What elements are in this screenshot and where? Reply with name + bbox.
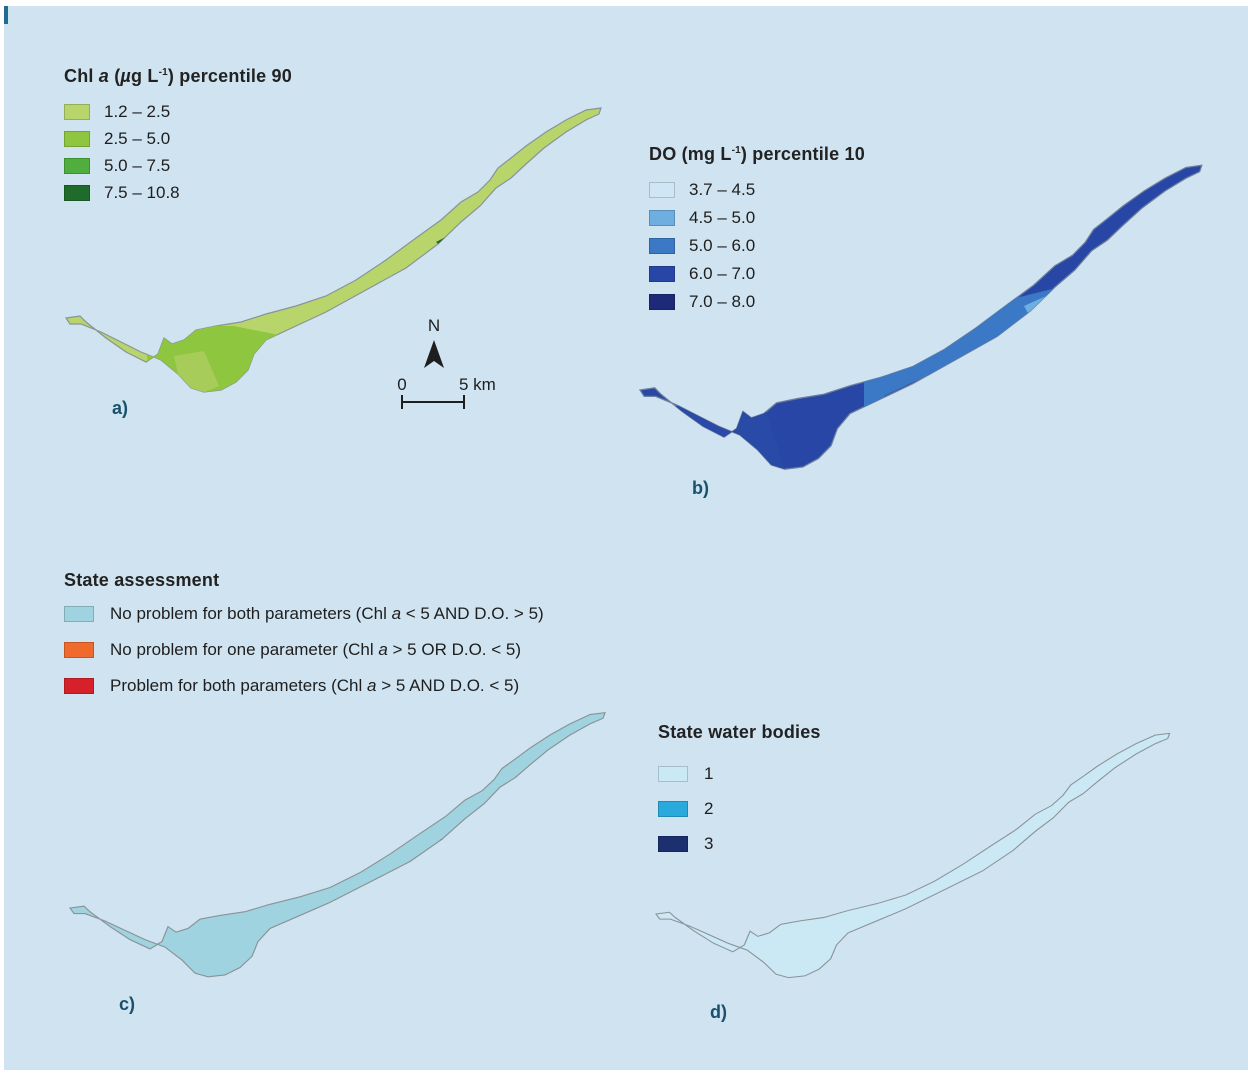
legend-b-item: 4.5 – 5.0 [649, 208, 755, 228]
legend-oxygen: DO (mg L-1) percentile 10 3.7 – 4.5 4.5 –… [649, 144, 949, 314]
legend-c-item: No problem for both parameters (Chl a < … [64, 604, 544, 624]
legend-c-label-italic: a [391, 604, 402, 623]
legend-a-label: 5.0 – 7.5 [104, 156, 171, 175]
legend-c-swatch [64, 678, 94, 694]
legend-d-item: 2 [658, 799, 713, 819]
legend-a-label: 7.5 – 10.8 [104, 183, 180, 202]
north-arrow-icon [424, 340, 444, 368]
maps-canvas: N 0 5 km [65, 107, 1203, 979]
legend-d-swatch [658, 801, 688, 817]
north-arrow: N [424, 316, 444, 368]
legend-a-item: 2.5 – 5.0 [64, 129, 170, 149]
legend-a-swatch [64, 158, 90, 174]
legend-b-label: 3.7 – 4.5 [689, 180, 756, 199]
legend-a-label: 2.5 – 5.0 [104, 129, 171, 148]
scale-bar-end-label: 5 km [459, 375, 496, 394]
legend-a-item: 1.2 – 2.5 [64, 102, 170, 122]
legend-b-swatch [649, 238, 675, 254]
legend-c-label-text: > 5 OR D.O. < 5) [387, 640, 522, 659]
legend-d-swatch [658, 766, 688, 782]
panel-label-c: c) [119, 994, 136, 1014]
map-c-assessment [69, 712, 606, 978]
legend-c-label: No problem for one parameter (Chl a > 5 … [110, 640, 521, 660]
legend-c-swatch [64, 606, 94, 622]
legend-b-swatch [649, 182, 675, 198]
legend-b-label: 6.0 – 7.0 [689, 264, 756, 283]
legend-c-swatch [64, 642, 94, 658]
legend-c-label-text: Problem for both parameters (Chl [110, 676, 367, 695]
legend-c-label: No problem for both parameters (Chl a < … [110, 604, 544, 624]
legend-chlorophyll-title: Chl a (µg L-1) percentile 90 [64, 66, 292, 86]
legend-water-bodies-title: State water bodies [658, 722, 821, 742]
legend-oxygen-title: DO (mg L-1) percentile 10 [649, 144, 865, 164]
legend-b-swatch [649, 210, 675, 226]
figure-panel: N 0 5 km Chl a (µg L-1) percentile 90 1.… [4, 6, 1248, 1070]
legend-c-label-text: > 5 AND D.O. < 5) [376, 676, 520, 695]
legend-a-swatch [64, 104, 90, 120]
map-a-zone-2-5 [144, 326, 304, 392]
legend-water-bodies: State water bodies 1 2 3 [658, 722, 918, 854]
north-arrow-label: N [428, 316, 440, 335]
legend-a-swatch [64, 185, 90, 201]
panel-label-a: a) [112, 398, 129, 418]
legend-chlorophyll: Chl a (µg L-1) percentile 90 1.2 – 2.5 2.… [64, 66, 384, 206]
legend-d-item: 3 [658, 834, 713, 854]
legend-d-swatch [658, 836, 688, 852]
map-c-lake-outline [69, 712, 606, 978]
legend-d-label: 2 [704, 799, 714, 818]
legend-a-item: 5.0 – 7.5 [64, 156, 170, 176]
legend-d-label: 3 [704, 834, 714, 853]
legend-b-label: 7.0 – 8.0 [689, 292, 756, 311]
legend-b-swatch [649, 266, 675, 282]
legend-c-label-italic: a [378, 640, 388, 659]
panel-label-d: d) [710, 1002, 727, 1022]
legend-b-item: 3.7 – 4.5 [649, 180, 755, 200]
legend-state-assessment-title: State assessment [64, 570, 220, 590]
legend-b-swatch [649, 294, 675, 310]
legend-c-label-text: < 5 AND D.O. > 5) [401, 604, 544, 623]
corner-accent-bar [4, 6, 8, 24]
legend-c-item: No problem for one parameter (Chl a > 5 … [64, 640, 521, 660]
legend-a-label: 1.2 – 2.5 [104, 102, 171, 121]
panel-label-b: b) [692, 478, 709, 498]
legend-b-item: 6.0 – 7.0 [649, 264, 755, 284]
scale-bar-start-label: 0 [397, 375, 406, 394]
scale-bar: 0 5 km [397, 375, 496, 409]
legend-c-label: Problem for both parameters (Chl a > 5 A… [110, 676, 519, 696]
legend-b-label: 5.0 – 6.0 [689, 236, 756, 255]
legend-c-label-italic: a [367, 676, 377, 695]
legend-c-item: Problem for both parameters (Chl a > 5 A… [64, 676, 519, 696]
legend-c-label-text: No problem for one parameter (Chl [110, 640, 379, 659]
legend-c-label-text: No problem for both parameters (Chl [110, 604, 392, 623]
legend-d-label: 1 [704, 764, 714, 783]
legend-d-item: 1 [658, 764, 713, 784]
legend-b-item: 7.0 – 8.0 [649, 292, 755, 312]
legend-b-label: 4.5 – 5.0 [689, 208, 756, 227]
legend-a-swatch [64, 131, 90, 147]
legend-a-item: 7.5 – 10.8 [64, 183, 180, 203]
legend-state-assessment: State assessment No problem for both par… [64, 570, 624, 700]
legend-b-item: 5.0 – 6.0 [649, 236, 755, 256]
